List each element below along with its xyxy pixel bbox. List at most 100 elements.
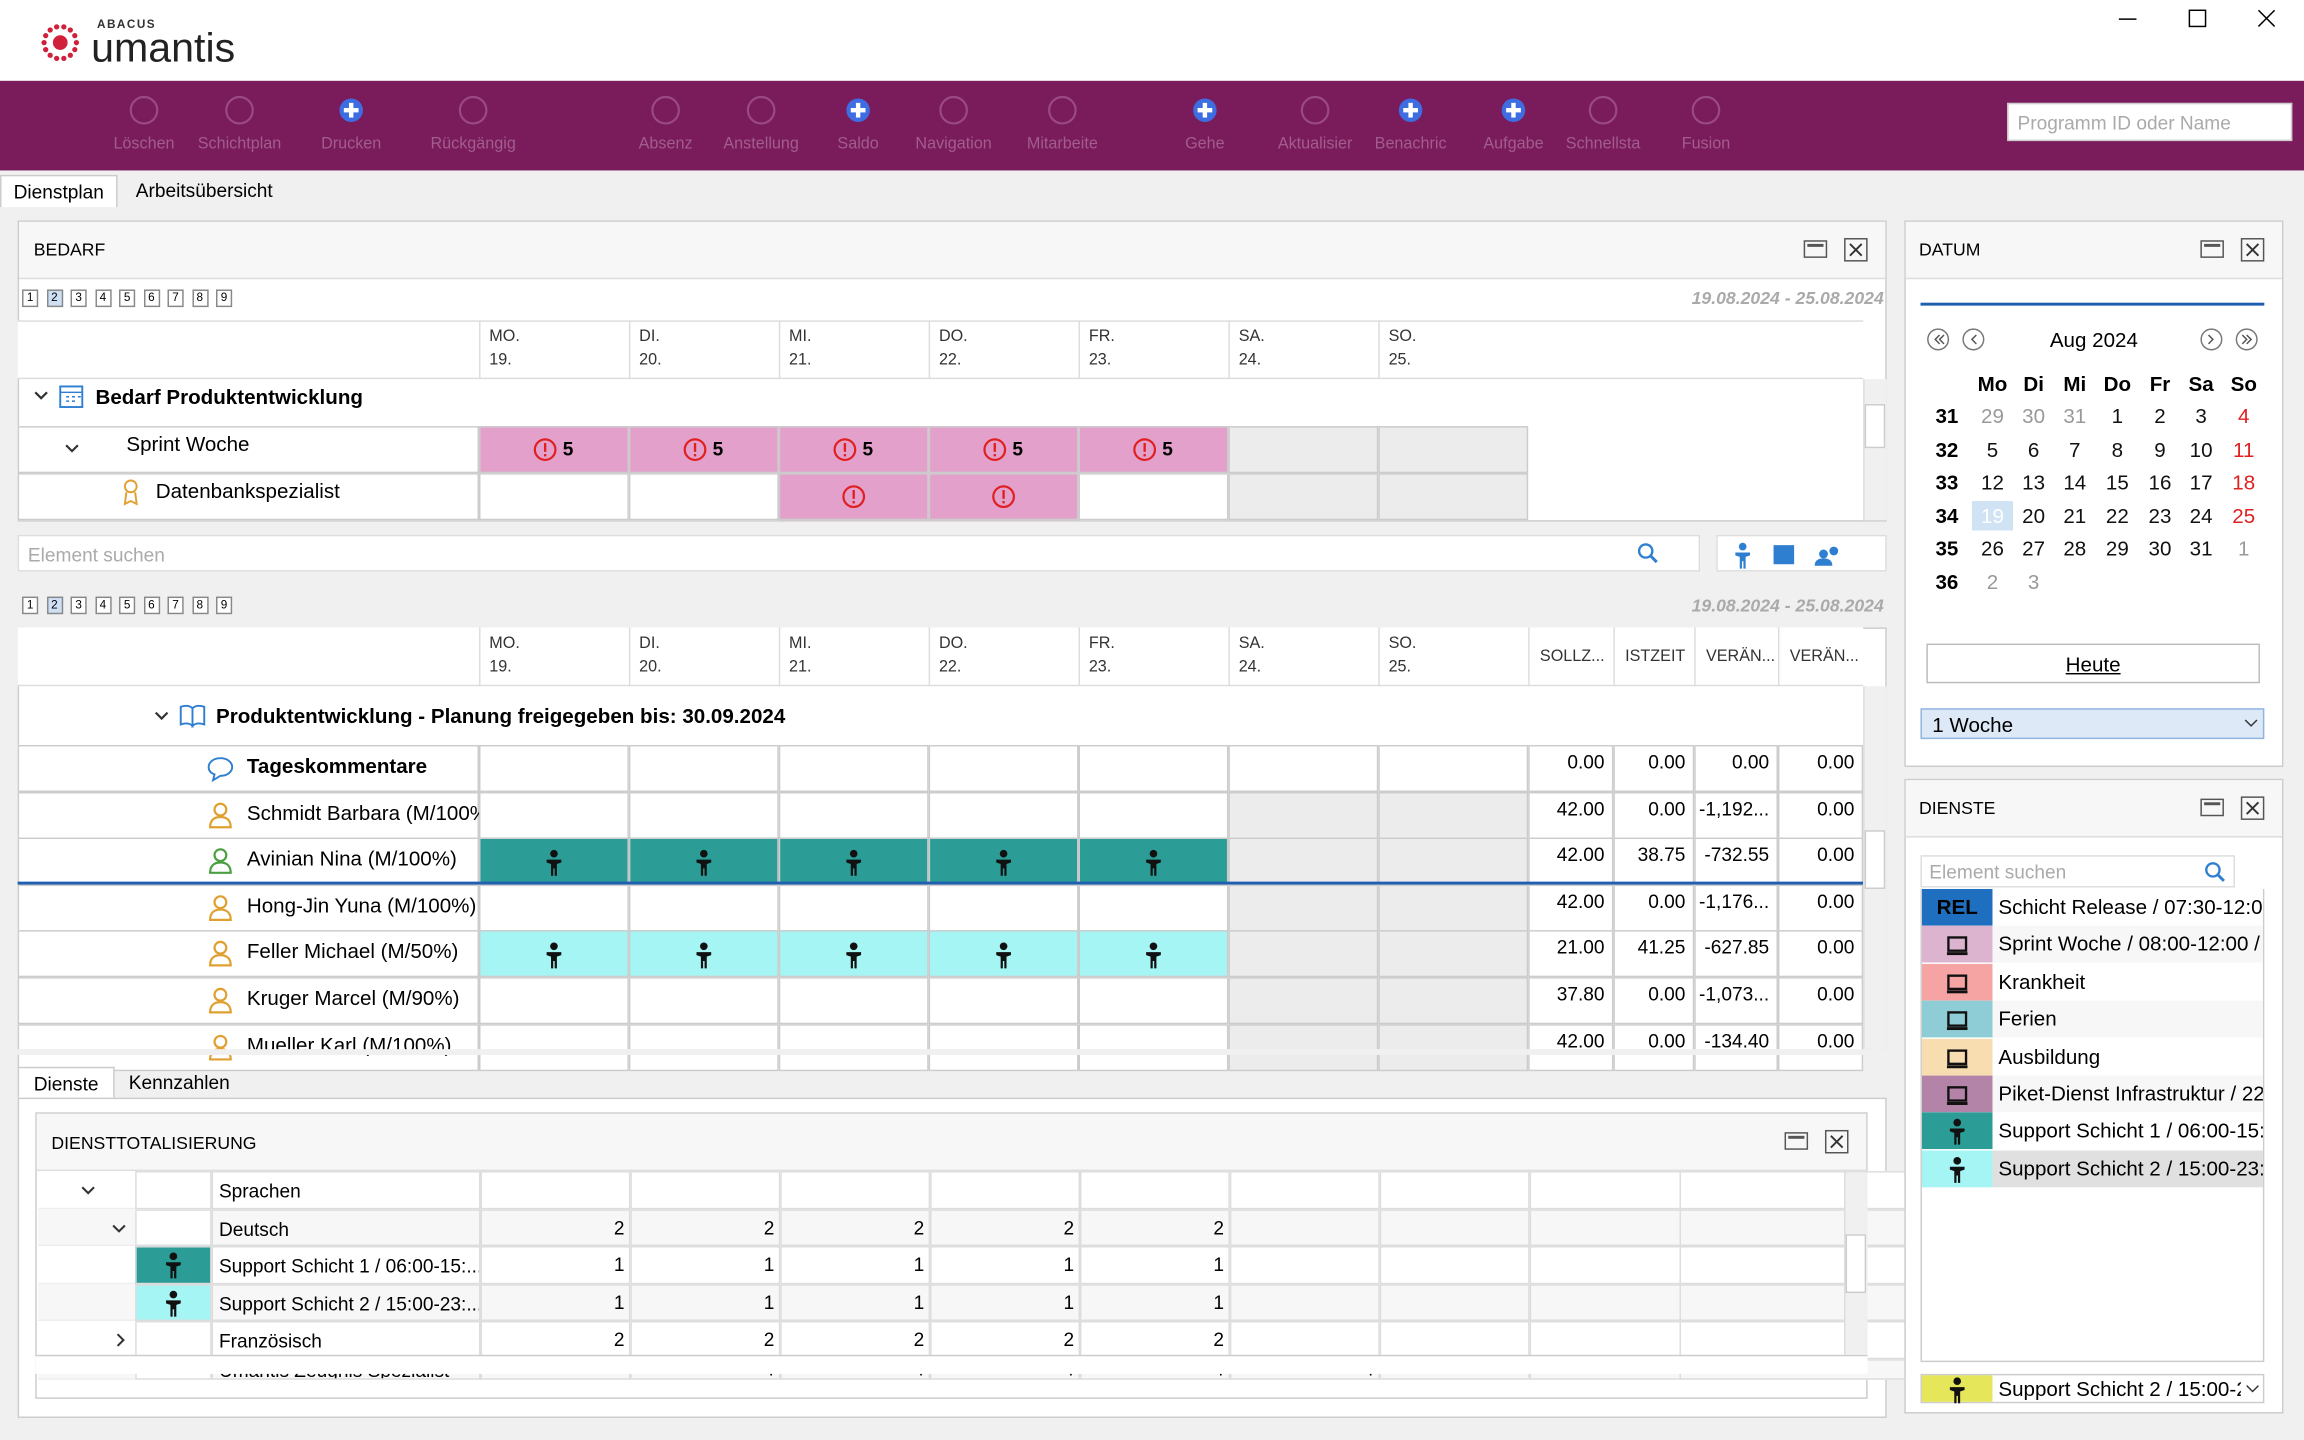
level-button[interactable]: 5	[119, 597, 135, 615]
shift-icon	[840, 848, 866, 877]
level-button[interactable]: 4	[95, 289, 111, 307]
level-button[interactable]: 7	[168, 289, 184, 307]
level-button[interactable]: 8	[192, 289, 208, 307]
calendar-day[interactable]: 12	[1972, 468, 2013, 497]
calendar-day[interactable]: 2	[1972, 567, 2013, 596]
level-button[interactable]: 7	[168, 597, 184, 615]
calendar-day[interactable]: 25	[2223, 501, 2264, 530]
level-button[interactable]: 2	[46, 597, 62, 615]
service-code: REL	[1922, 889, 1993, 926]
calendar-day[interactable]: 31	[2054, 401, 2095, 430]
calendar-day[interactable]: 3	[2013, 567, 2054, 596]
toolbar-button[interactable]: Fusion	[1650, 134, 1762, 155]
calendar-day[interactable]: 23	[2139, 501, 2180, 530]
calendar-day[interactable]: 2	[2139, 401, 2180, 430]
shift-cell	[629, 745, 779, 792]
day-date: 19.	[489, 350, 621, 371]
panel-maximize	[1784, 1130, 1810, 1154]
logo-mark	[38, 22, 85, 63]
total-value: 1	[930, 1246, 1074, 1283]
calendar-day[interactable]: 10	[2181, 434, 2222, 463]
calendar-day[interactable]: 31	[2181, 534, 2222, 563]
level-button[interactable]: 8	[192, 597, 208, 615]
service-icon	[1944, 1155, 1970, 1184]
calendar-day[interactable]: 8	[2097, 434, 2138, 463]
level-button[interactable]: 1	[22, 289, 38, 307]
level-button[interactable]: 2	[46, 289, 62, 307]
h-scroll	[35, 1355, 1867, 1374]
calendar-day[interactable]: 17	[2181, 468, 2222, 497]
element-search[interactable]: Element suchen	[18, 535, 1700, 572]
demand-cell	[1378, 472, 1528, 519]
toolbar-button[interactable]: Schnellsta	[1547, 134, 1659, 155]
week-number: 31	[1926, 401, 1967, 430]
day-name: SA.	[1239, 633, 1371, 654]
calendar-day[interactable]: 3	[2181, 401, 2222, 430]
level-button[interactable]: 1	[22, 597, 38, 615]
level-button[interactable]: 5	[119, 289, 135, 307]
toolbar-icon	[937, 94, 969, 126]
toolbar-button[interactable]: Drucken	[295, 134, 407, 155]
total-value: 2	[780, 1209, 924, 1246]
calendar-day[interactable]: 1	[2097, 401, 2138, 430]
calendar-day[interactable]: 4	[2223, 401, 2264, 430]
total-value: 2	[930, 1209, 1074, 1246]
toolbar-button[interactable]: Navigation	[898, 134, 1010, 155]
panel-maximize	[2200, 238, 2226, 262]
tab[interactable]: Dienstplan	[0, 175, 118, 207]
calendar-day[interactable]: 26	[1972, 534, 2013, 563]
service-search[interactable]: Element suchen	[1920, 855, 2234, 887]
calendar-day[interactable]: 21	[2054, 501, 2095, 530]
calendar-day[interactable]: 29	[2097, 534, 2138, 563]
toolbar-button[interactable]: Gehe	[1149, 134, 1261, 155]
calendar-day[interactable]: 7	[2054, 434, 2095, 463]
total-cell	[480, 1171, 630, 1208]
calendar-day[interactable]: 30	[2013, 401, 2054, 430]
level-button[interactable]: 9	[216, 289, 232, 307]
calendar-day[interactable]: 30	[2139, 534, 2180, 563]
alert-icon	[833, 438, 857, 462]
calendar-day[interactable]: 16	[2139, 468, 2180, 497]
level-button[interactable]: 6	[143, 597, 159, 615]
calendar-day[interactable]: 11	[2223, 434, 2264, 463]
calendar-day[interactable]: 22	[2097, 501, 2138, 530]
total-value: 2	[480, 1321, 624, 1358]
level-button[interactable]: 3	[71, 597, 87, 615]
tab[interactable]: Dienste	[18, 1067, 115, 1099]
calendar-day[interactable]: 5	[1972, 434, 2013, 463]
shift-cell	[1079, 791, 1229, 838]
level-button[interactable]: 9	[216, 597, 232, 615]
calendar-day[interactable]: 29	[1972, 401, 2013, 430]
calendar-day[interactable]: 20	[2013, 501, 2054, 530]
tab[interactable]: Arbeitsübersicht	[123, 175, 285, 207]
level-button[interactable]: 3	[71, 289, 87, 307]
toolbar-button[interactable]: Anstellung	[705, 134, 817, 155]
calendar-day[interactable]: 1	[2223, 534, 2264, 563]
toolbar-button[interactable]: Benachric	[1355, 134, 1467, 155]
toolbar-button[interactable]: Schichtplan	[184, 134, 296, 155]
shift-cell	[629, 791, 779, 838]
calendar-day[interactable]: 13	[2013, 468, 2054, 497]
total-cell	[1380, 1209, 1530, 1246]
total-value: 1	[1080, 1284, 1224, 1321]
calendar-day[interactable]: 19	[1972, 501, 2013, 530]
calendar-day[interactable]: 9	[2139, 434, 2180, 463]
calendar-day[interactable]: 28	[2054, 534, 2095, 563]
program-search[interactable]: Programm ID oder Name	[2007, 103, 2292, 141]
period-select[interactable]: 1 Woche	[1920, 708, 2264, 739]
toolbar-button[interactable]: Rückgängig	[417, 134, 529, 155]
demand-value: 5	[713, 435, 742, 464]
toolbar-button[interactable]: Mitarbeite	[1007, 134, 1119, 155]
level-button[interactable]: 6	[143, 289, 159, 307]
today-button[interactable]: Heute	[1926, 644, 2260, 684]
calendar-day[interactable]: 14	[2054, 468, 2095, 497]
tab[interactable]: Kennzahlen	[120, 1067, 238, 1099]
calendar-day[interactable]: 6	[2013, 434, 2054, 463]
calendar-day[interactable]: 24	[2181, 501, 2222, 530]
calendar-day[interactable]: 27	[2013, 534, 2054, 563]
level-button[interactable]: 4	[95, 597, 111, 615]
calendar-day[interactable]: 15	[2097, 468, 2138, 497]
calendar-day[interactable]: 18	[2223, 468, 2264, 497]
